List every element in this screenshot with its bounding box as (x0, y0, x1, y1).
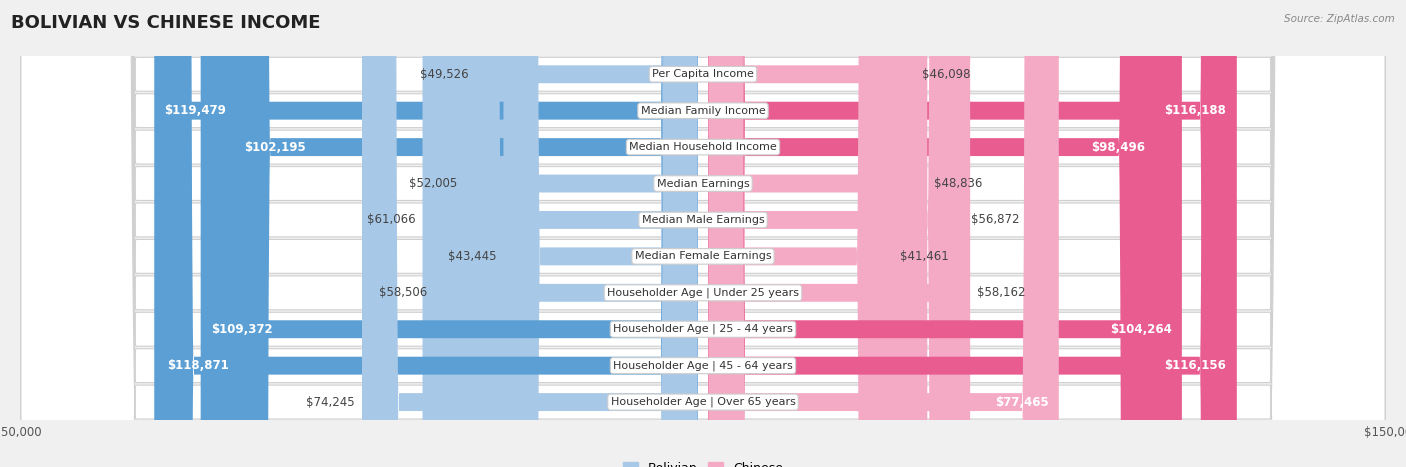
Text: $118,871: $118,871 (167, 359, 229, 372)
Text: $52,005: $52,005 (409, 177, 457, 190)
FancyBboxPatch shape (709, 0, 970, 467)
Text: $61,066: $61,066 (367, 213, 416, 226)
Text: $98,496: $98,496 (1091, 141, 1144, 154)
Text: $58,506: $58,506 (380, 286, 427, 299)
Text: Householder Age | 45 - 64 years: Householder Age | 45 - 64 years (613, 361, 793, 371)
Text: $48,836: $48,836 (934, 177, 983, 190)
Text: $116,156: $116,156 (1164, 359, 1226, 372)
Text: $58,162: $58,162 (977, 286, 1025, 299)
Text: $109,372: $109,372 (211, 323, 273, 336)
FancyBboxPatch shape (503, 0, 697, 467)
Text: Median Family Income: Median Family Income (641, 106, 765, 116)
Text: BOLIVIAN VS CHINESE INCOME: BOLIVIAN VS CHINESE INCOME (11, 14, 321, 32)
FancyBboxPatch shape (709, 0, 928, 467)
Text: Householder Age | Under 25 years: Householder Age | Under 25 years (607, 288, 799, 298)
Text: $46,098: $46,098 (921, 68, 970, 81)
FancyBboxPatch shape (709, 0, 965, 467)
Text: $43,445: $43,445 (449, 250, 496, 263)
FancyBboxPatch shape (157, 0, 697, 467)
FancyBboxPatch shape (21, 0, 1385, 467)
Text: Median Female Earnings: Median Female Earnings (634, 251, 772, 262)
FancyBboxPatch shape (709, 0, 893, 467)
FancyBboxPatch shape (434, 0, 697, 467)
Text: $102,195: $102,195 (245, 141, 305, 154)
Text: Source: ZipAtlas.com: Source: ZipAtlas.com (1284, 14, 1395, 24)
Text: $104,264: $104,264 (1109, 323, 1171, 336)
Legend: Bolivian, Chinese: Bolivian, Chinese (619, 457, 787, 467)
FancyBboxPatch shape (21, 0, 1385, 467)
FancyBboxPatch shape (709, 0, 1059, 467)
FancyBboxPatch shape (709, 0, 1156, 467)
FancyBboxPatch shape (21, 0, 1385, 467)
Text: $119,479: $119,479 (165, 104, 226, 117)
FancyBboxPatch shape (361, 0, 697, 467)
Text: Median Earnings: Median Earnings (657, 178, 749, 189)
Text: $74,245: $74,245 (307, 396, 356, 409)
Text: $49,526: $49,526 (420, 68, 468, 81)
FancyBboxPatch shape (21, 0, 1385, 467)
Text: $56,872: $56,872 (972, 213, 1019, 226)
Text: $77,465: $77,465 (994, 396, 1049, 409)
Text: $116,188: $116,188 (1164, 104, 1226, 117)
FancyBboxPatch shape (709, 0, 1237, 467)
Text: Median Male Earnings: Median Male Earnings (641, 215, 765, 225)
FancyBboxPatch shape (233, 0, 697, 467)
FancyBboxPatch shape (21, 0, 1385, 467)
FancyBboxPatch shape (475, 0, 697, 467)
Text: Median Household Income: Median Household Income (628, 142, 778, 152)
FancyBboxPatch shape (21, 0, 1385, 467)
FancyBboxPatch shape (155, 0, 697, 467)
FancyBboxPatch shape (21, 0, 1385, 467)
FancyBboxPatch shape (423, 0, 697, 467)
Text: Householder Age | 25 - 44 years: Householder Age | 25 - 44 years (613, 324, 793, 334)
Text: Householder Age | Over 65 years: Householder Age | Over 65 years (610, 397, 796, 407)
FancyBboxPatch shape (21, 0, 1385, 467)
FancyBboxPatch shape (21, 0, 1385, 467)
Text: Per Capita Income: Per Capita Income (652, 69, 754, 79)
FancyBboxPatch shape (201, 0, 697, 467)
FancyBboxPatch shape (464, 0, 697, 467)
Text: $41,461: $41,461 (900, 250, 949, 263)
FancyBboxPatch shape (709, 0, 1182, 467)
FancyBboxPatch shape (21, 0, 1385, 467)
FancyBboxPatch shape (709, 0, 1236, 467)
FancyBboxPatch shape (709, 0, 915, 467)
